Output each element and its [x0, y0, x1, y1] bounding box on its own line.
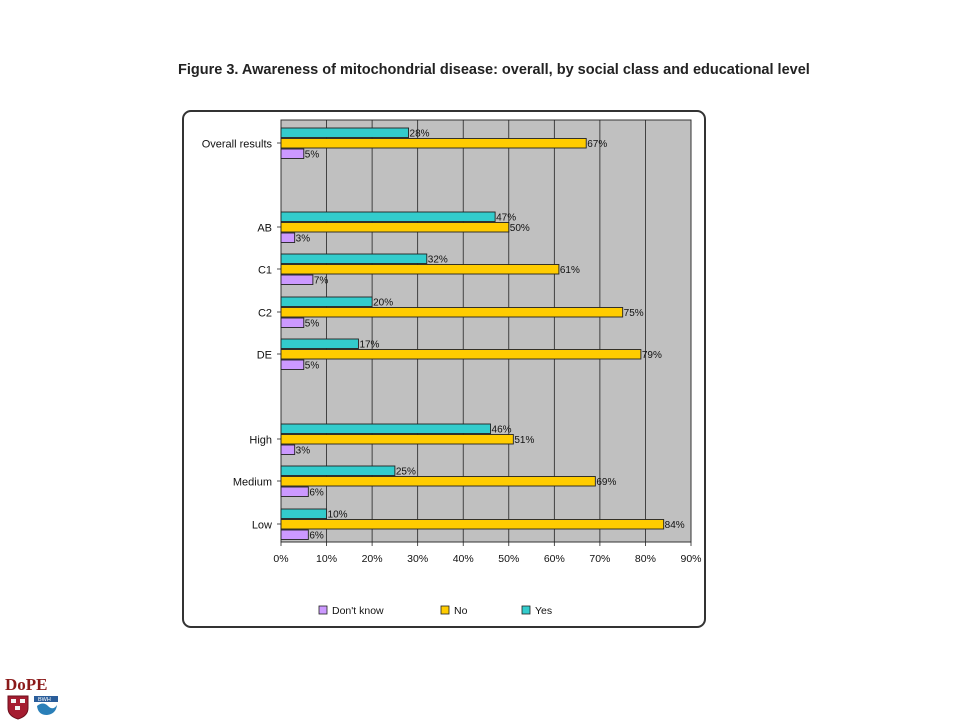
data-label-no: 61%	[560, 265, 580, 276]
data-label-no: 79%	[642, 350, 662, 361]
data-label-no: 51%	[514, 435, 534, 446]
data-label-no: 75%	[624, 308, 644, 319]
bar-yes	[280, 338, 359, 349]
legend-swatch	[318, 605, 328, 615]
x-tick-label: 70%	[589, 553, 610, 565]
data-label-dont-know: 5%	[305, 361, 320, 372]
data-label-yes: 20%	[373, 298, 393, 309]
data-label-dont-know: 5%	[305, 319, 320, 330]
svg-text:DoPE: DoPE	[5, 675, 48, 694]
svg-text:BWH: BWH	[38, 697, 51, 703]
legend-label: No	[454, 605, 468, 617]
figure-title: Figure 3. Awareness of mitochondrial dis…	[178, 62, 810, 78]
x-tick-label: 30%	[407, 553, 428, 565]
bar-yes	[280, 508, 328, 519]
bar-no	[280, 349, 642, 360]
bar-yes	[280, 211, 496, 222]
x-tick-label: 80%	[635, 553, 656, 565]
data-label-yes: 47%	[496, 213, 516, 224]
legend-label: Yes	[535, 605, 552, 617]
bar-yes	[280, 465, 396, 476]
data-label-no: 84%	[665, 520, 685, 531]
bar-chart: 0% 10% 20% 30% 40% 50% 60% 70% 80% 90% 28% 67% 5% Ove…	[202, 119, 702, 617]
bar-dont-know	[280, 444, 296, 455]
data-label-yes: 32%	[428, 255, 448, 266]
bar-yes	[280, 127, 410, 138]
chart-frame: 0% 10% 20% 30% 40% 50% 60% 70% 80% 90% 28% 67% 5% Ove…	[182, 110, 706, 628]
x-tick-label: 90%	[680, 553, 701, 565]
category-label: Medium	[233, 477, 272, 489]
category-label: Low	[252, 520, 272, 532]
bar-dont-know	[280, 317, 305, 328]
legend-swatch	[440, 605, 450, 615]
bar-dont-know	[280, 529, 309, 540]
dope-logo: DoPE BWH	[4, 674, 62, 720]
x-tick-label: 10%	[316, 553, 337, 565]
bar-yes	[280, 423, 492, 434]
bar-no	[280, 434, 514, 445]
category-label: High	[249, 435, 272, 447]
bar-yes	[280, 296, 373, 307]
data-label-dont-know: 5%	[305, 150, 320, 161]
data-label-yes: 25%	[396, 467, 416, 478]
category-label: C1	[258, 265, 272, 277]
data-label-no: 67%	[587, 139, 607, 150]
data-label-dont-know: 7%	[314, 276, 329, 287]
bar-dont-know	[280, 232, 296, 243]
x-tick-label: 50%	[498, 553, 519, 565]
x-tick-label: 40%	[453, 553, 474, 565]
data-label-yes: 46%	[492, 425, 512, 436]
data-label-no: 50%	[510, 223, 530, 234]
bar-no	[280, 519, 665, 530]
x-tick-label: 60%	[544, 553, 565, 565]
data-label-yes: 10%	[328, 510, 348, 521]
data-label-yes: 28%	[410, 129, 430, 140]
bar-yes	[280, 253, 428, 264]
category-label: DE	[257, 350, 272, 362]
legend-label: Don't know	[332, 605, 384, 617]
data-label-no: 69%	[596, 477, 616, 488]
category-label: AB	[257, 223, 272, 235]
bar-no	[280, 476, 596, 487]
bar-no	[280, 264, 560, 275]
bar-no	[280, 138, 587, 149]
x-tick-label: 0%	[273, 553, 288, 565]
data-label-dont-know: 6%	[309, 488, 324, 499]
bar-dont-know	[280, 274, 314, 285]
category-label: Overall results	[202, 139, 273, 151]
data-label-dont-know: 6%	[309, 531, 324, 542]
category-label: C2	[258, 308, 272, 320]
bar-no	[280, 307, 624, 318]
legend-swatch	[521, 605, 531, 615]
bar-dont-know	[280, 148, 305, 159]
x-tick-label: 20%	[362, 553, 383, 565]
data-label-dont-know: 3%	[296, 446, 311, 457]
data-label-dont-know: 3%	[296, 234, 311, 245]
bar-no	[280, 222, 510, 233]
bar-dont-know	[280, 359, 305, 370]
bar-dont-know	[280, 486, 309, 497]
data-label-yes: 17%	[359, 340, 379, 351]
